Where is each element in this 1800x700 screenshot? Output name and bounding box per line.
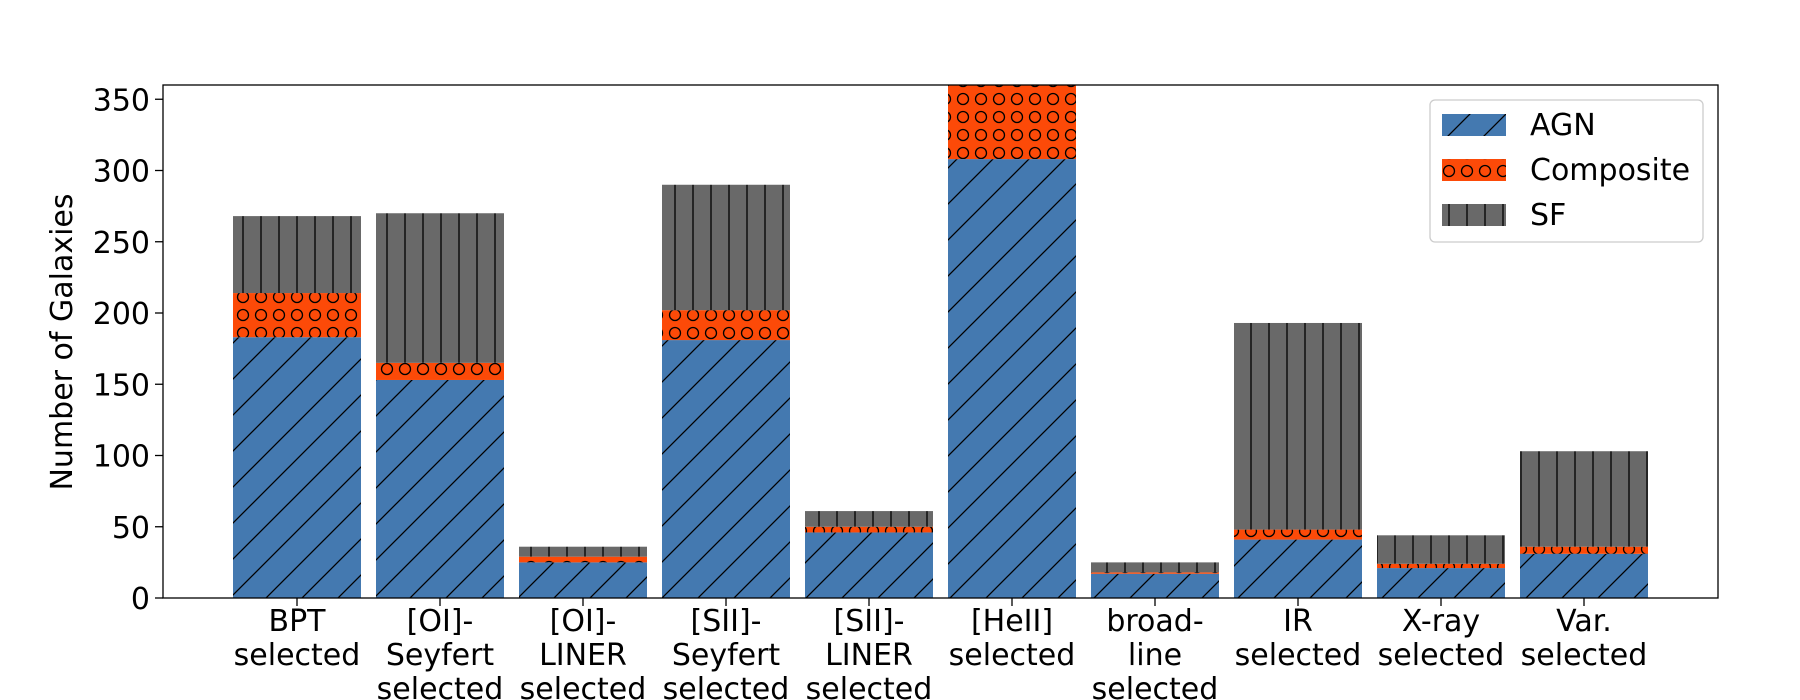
legend-label-sf: SF [1530,198,1566,233]
x-tick-label-line: [OI]- [550,604,617,639]
x-tick-label: Var. selected [1521,604,1648,673]
y-tick-label: 50 [112,511,150,546]
bar-agn-7 [1234,539,1362,598]
x-tick-label-line: [OI]- [407,604,474,639]
x-tick-label-line: selected [1521,638,1648,673]
legend-label-composite: Composite [1530,153,1690,188]
bar-agn-9 [1520,553,1648,598]
x-tick-label-line: X-ray [1402,604,1480,639]
bars [233,85,1648,598]
y-tick-label: 200 [93,297,150,332]
x-tick-label-line: selected [234,638,361,673]
bar-agn-5 [948,159,1076,598]
legend-label-agn: AGN [1530,108,1596,143]
bar-agn-3 [662,340,790,598]
bar-sf-7 [1234,322,1362,530]
bar-agn-6 [1091,573,1219,598]
legend-swatch-composite [1442,159,1506,181]
x-tick-label-line: BPT [269,604,327,639]
x-tick-label-line: [SII]- [691,604,762,639]
x-tick-label: IR selected [1235,604,1362,673]
x-tick-label-line: selected [377,672,504,700]
bar-sf-0 [233,216,361,294]
y-axis-title: Number of Galaxies [45,193,80,490]
x-tick-label-line: LINER [825,638,913,673]
x-tick-label: [SII]-LINER selected [806,604,933,700]
x-tick-label-line: selected [1092,672,1219,700]
x-tick-label-line: selected [520,672,647,700]
y-tick-label: 150 [93,368,150,403]
bar-composite-2 [519,556,647,563]
legend-swatch-sf [1442,204,1506,226]
bar-sf-6 [1091,562,1219,573]
bar-composite-0 [233,293,361,338]
bar-composite-5 [948,85,1076,160]
bar-sf-4 [805,511,933,527]
bar-sf-2 [519,546,647,557]
x-tick-label-line: line [1128,638,1182,673]
x-tick-label-line: Seyfert [386,638,495,673]
bar-composite-1 [376,362,504,380]
legend-swatch-agn [1442,114,1506,136]
x-tick-label: [OI]-Seyfert selected [377,604,504,700]
bar-agn-2 [519,562,647,598]
x-tick-label-line: selected [663,672,790,700]
x-tick-label-line: selected [1235,638,1362,673]
bar-agn-8 [1377,568,1505,598]
legend: AGN Composite SF [1429,99,1704,243]
x-tick-label-line: [SII]- [834,604,905,639]
bar-composite-8 [1377,563,1505,569]
bar-sf-9 [1520,451,1648,547]
x-tick-label: broad-line selected [1092,604,1219,700]
bar-composite-6 [1091,572,1219,574]
x-tick-label-line: Seyfert [672,638,781,673]
x-tick-label-line: selected [1378,638,1505,673]
x-axis: BPT selected[OI]-Seyfert selected[OI]-LINE… [234,598,1648,700]
x-tick-label-line: selected [949,638,1076,673]
bar-composite-7 [1234,529,1362,540]
y-tick-label: 250 [93,226,150,261]
x-tick-label-line: [HeII] [971,604,1053,639]
plot-frame [162,84,1719,599]
x-tick-label-line: LINER [539,638,627,673]
bar-composite-3 [662,310,790,341]
bar-sf-3 [662,184,790,311]
x-tick-label: X-ray selected [1378,604,1505,673]
y-tick-label: 0 [131,582,150,617]
bar-sf-8 [1377,535,1505,564]
x-tick-label-line: broad- [1106,604,1203,639]
bar-composite-9 [1520,546,1648,554]
x-tick-label: [OI]-LINER selected [520,604,647,700]
bar-agn-0 [233,337,361,598]
bar-sf-1 [376,213,504,363]
x-tick-label-line: IR [1283,604,1313,639]
bar-agn-1 [376,379,504,598]
x-tick-label: [SII]-Seyfert selected [663,604,790,700]
y-tick-label: 350 [93,83,150,118]
bar-agn-4 [805,532,933,598]
y-axis: 0 50 100 150 200 250 300 350 [93,83,163,617]
y-tick-label: 100 [93,440,150,475]
x-tick-label: BPT selected [234,604,361,673]
x-tick-label: [HeII] selected [949,604,1076,673]
bar-composite-4 [805,526,933,533]
x-tick-label-line: selected [806,672,933,700]
y-tick-label: 300 [93,155,150,190]
x-tick-label-line: Var. [1556,604,1612,639]
